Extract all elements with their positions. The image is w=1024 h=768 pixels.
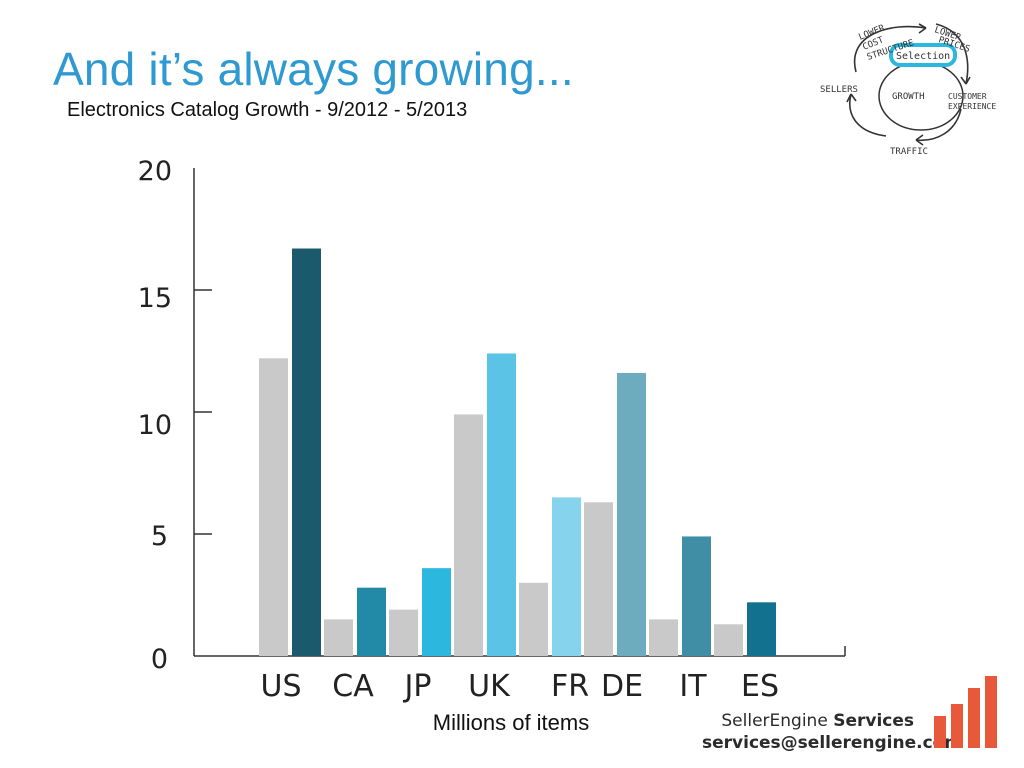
bar-es-s1 [714, 624, 743, 656]
bar-uk-s2 [487, 353, 516, 656]
y-tick-label: 0 [151, 644, 168, 675]
bar-jp-s1 [389, 609, 418, 656]
flywheel-label-sellers: SELLERS [820, 85, 858, 95]
flywheel-label-growth: GROWTH [892, 92, 925, 102]
slide-subtitle: Electronics Catalog Growth - 9/2012 - 5/… [67, 99, 468, 121]
flywheel-label-selection: Selection [896, 51, 950, 62]
bar-ca-s1 [324, 619, 353, 656]
flywheel-diagram: LOWER COST STRUCTURE LOWER PRICES Select… [820, 23, 996, 157]
bar-uk-s1 [454, 414, 483, 656]
slide-title: And it’s always growing... [53, 43, 574, 95]
bar-us-s1 [259, 358, 288, 656]
bar-it-s2 [682, 536, 711, 656]
flywheel-label-experience: EXPERIENCE [948, 102, 996, 111]
y-tick-label: 20 [138, 156, 172, 187]
category-label-ca: CA [332, 669, 374, 704]
category-label-es: ES [741, 669, 779, 704]
y-tick-label: 5 [151, 521, 168, 552]
logo-bar-3 [968, 688, 980, 748]
footer-brand: SellerEngine Services services@sellereng… [702, 710, 963, 754]
bar-fr-s2 [552, 497, 581, 656]
bar-us-s2 [292, 248, 321, 656]
brand-suffix: Services [833, 711, 914, 731]
bar-it-s1 [649, 619, 678, 656]
flywheel-label-customer: CUSTOMER [948, 92, 987, 101]
logo-bar-1 [934, 716, 946, 748]
bar-fr-s1 [519, 582, 548, 656]
brand-line: SellerEngine Services [702, 710, 914, 732]
logo-bar-4 [985, 676, 997, 748]
contact-email[interactable]: services@sellerengine.com [702, 733, 963, 753]
bar-ca-s2 [357, 587, 386, 656]
flywheel-label-traffic: TRAFFIC [890, 147, 928, 157]
sellerengine-logo-icon [934, 676, 997, 748]
y-tick-label: 10 [138, 410, 172, 441]
category-label-uk: UK [468, 669, 511, 704]
bar-de-s2 [617, 372, 646, 656]
x-axis-label: Millions of items [433, 710, 589, 735]
category-label-fr: FR [551, 669, 589, 704]
category-label-it: IT [679, 669, 707, 704]
bar-de-s1 [584, 502, 613, 656]
y-tick-label: 15 [138, 283, 172, 314]
category-label-de: DE [601, 669, 643, 704]
category-label-us: US [260, 669, 301, 704]
bar-jp-s2 [422, 568, 451, 656]
logo-bar-2 [951, 704, 963, 748]
category-label-jp: JP [403, 669, 432, 704]
bar-es-s2 [747, 602, 776, 656]
brand-name: SellerEngine [721, 711, 828, 731]
